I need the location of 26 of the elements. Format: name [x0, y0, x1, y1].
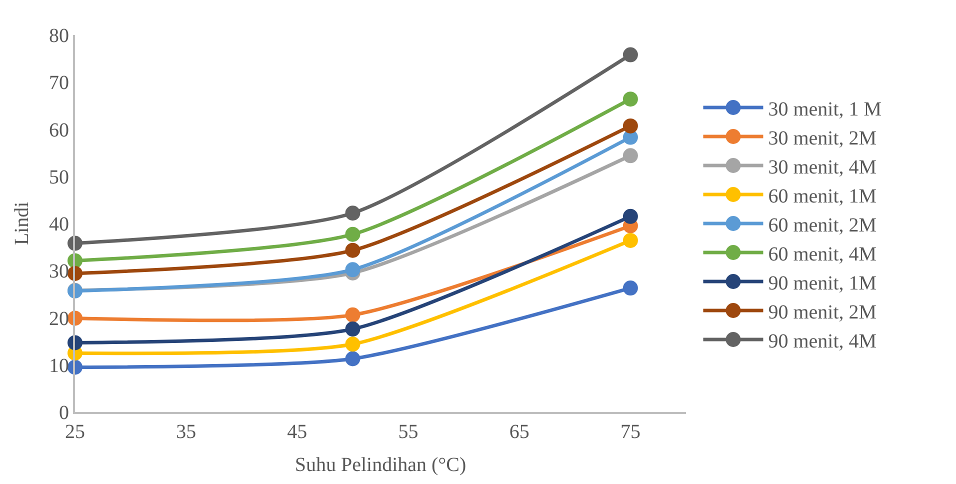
legend-label: 90 menit, 2M — [768, 301, 877, 324]
x-tick-label: 25 — [65, 421, 85, 443]
legend-label: 60 menit, 2M — [768, 214, 877, 236]
x-tick-label: 45 — [287, 421, 308, 443]
x-tick-label: 75 — [620, 421, 640, 443]
x-tick-label: 35 — [176, 421, 196, 443]
legend-label: 30 menit, 4M — [768, 156, 877, 178]
y-tick-label: 0 — [59, 402, 69, 424]
x-axis-title: Suhu Pelindihan (°C) — [294, 454, 466, 476]
y-tick-label: 10 — [49, 354, 69, 377]
x-tick-label: 65 — [509, 421, 530, 443]
legend-label: 30 menit, 1 M — [768, 98, 882, 120]
y-axis-title: Lindi — [11, 201, 33, 246]
y-tick-label: 50 — [49, 166, 69, 188]
y-tick-label: 60 — [49, 119, 69, 142]
y-tick-label: 70 — [49, 72, 69, 94]
y-tick-label: 80 — [49, 25, 69, 47]
x-tick-label: 55 — [398, 421, 418, 443]
legend-label: 30 menit, 2M — [768, 127, 877, 150]
y-tick-label: 20 — [49, 308, 69, 330]
legend-label: 90 menit, 1M — [768, 272, 877, 294]
legend-label: 60 menit, 1M — [768, 185, 877, 208]
y-tick-label: 40 — [49, 214, 69, 236]
y-tick-label: 30 — [49, 260, 69, 283]
legend-label: 90 menit, 4M — [768, 330, 877, 352]
legend-label: 60 menit, 4M — [768, 243, 877, 266]
